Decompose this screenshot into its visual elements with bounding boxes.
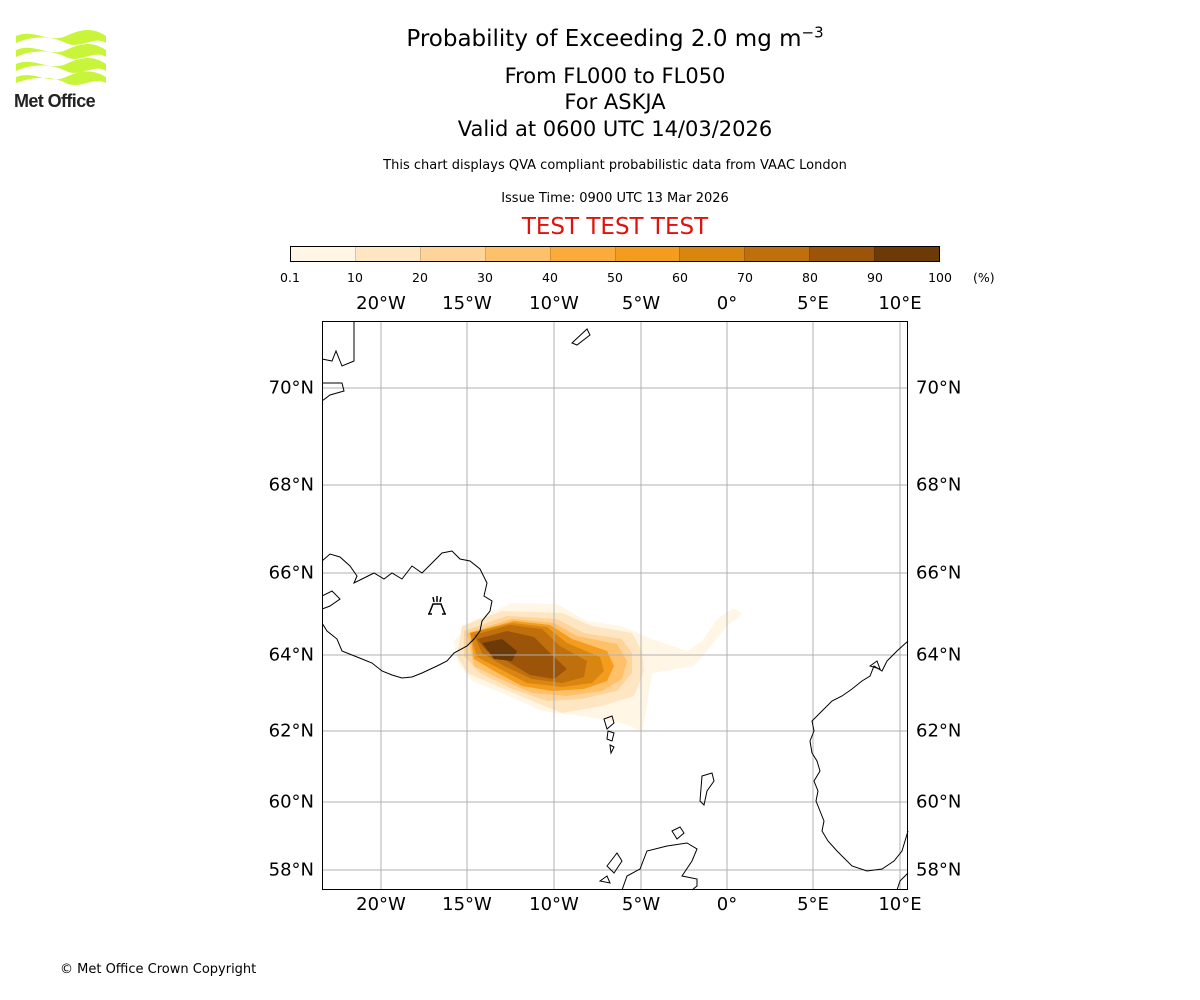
lat-label-left: 66°N [268,562,314,584]
colorbar [290,246,940,262]
colorbar-tick-label: 0.1 [280,270,300,285]
lon-label-bottom: 20°W [356,894,406,915]
colorbar-segment [744,247,810,261]
lon-label-bottom: 5°E [797,894,829,915]
colorbar-tick-label: 80 [802,270,818,285]
volcano-name: For ASKJA [564,90,666,114]
lon-label-bottom: 10°W [529,894,579,915]
lat-label-right: 68°N [916,474,962,496]
flight-level-range: From FL000 to FL050 [504,64,726,88]
copyright-text: © Met Office Crown Copyright [60,962,257,977]
lon-label-bottom: 5°W [621,894,661,915]
valid-time: Valid at 0600 UTC 14/03/2026 [457,117,773,141]
colorbar-tick-label: 20 [412,270,428,285]
colorbar-segment [614,247,680,261]
colorbar-tick-label: 60 [672,270,688,285]
volcano-icon [428,596,446,615]
lon-label-bottom: 10°E [878,894,922,915]
lat-label-left: 68°N [268,474,314,496]
lat-label-right: 62°N [916,720,962,742]
colorbar-segment [291,247,355,261]
colorbar-tick-label: 100 [928,270,952,285]
colorbar-tick-label: 30 [477,270,493,285]
lon-label-top: 10°E [878,293,922,314]
colorbar-segment [419,247,485,261]
test-banner: TEST TEST TEST [521,214,709,240]
logo-text: Met Office [14,91,96,111]
colorbar-tick-label: 70 [737,270,753,285]
colorbar-segment [809,247,875,261]
lat-label-left: 70°N [268,377,314,399]
colorbar-tick-label: 40 [542,270,558,285]
colorbar-tick-label: 50 [607,270,623,285]
colorbar-segment [679,247,745,261]
lon-label-top: 15°W [442,293,492,314]
colorbar-unit: (%) [973,270,995,285]
colorbar-segment [874,247,940,261]
colorbar-segment [354,247,420,261]
met-office-logo-icon [16,30,106,86]
lat-label-left: 64°N [268,644,314,666]
lon-label-bottom: 15°W [442,894,492,915]
disclaimer-text: This chart displays QVA compliant probab… [383,158,847,173]
graticule [322,321,908,890]
chart-title: Probability of Exceeding 2.0 mg m−3 [406,23,824,52]
map-panel [322,321,909,891]
lat-label-right: 66°N [916,562,962,584]
lon-label-top: 20°W [356,293,406,314]
coastlines [322,321,909,891]
lat-label-right: 60°N [916,791,962,813]
issue-time: Issue Time: 0900 UTC 13 Mar 2026 [501,191,729,206]
colorbar-segment [549,247,615,261]
ash-probability-field [454,603,742,731]
colorbar-tick-label: 90 [867,270,883,285]
lat-label-left: 58°N [268,859,314,881]
colorbar-segment [484,247,550,261]
lon-label-top: 5°E [797,293,829,314]
lon-label-top: 10°W [529,293,579,314]
lon-label-bottom: 0° [716,894,738,915]
lat-label-right: 58°N [916,859,962,881]
lon-label-top: 0° [716,293,738,314]
lat-label-right: 64°N [916,644,962,666]
lat-label-right: 70°N [916,377,962,399]
lat-label-left: 60°N [268,791,314,813]
lon-label-top: 5°W [621,293,661,314]
lat-label-left: 62°N [268,720,314,742]
colorbar-tick-label: 10 [347,270,363,285]
